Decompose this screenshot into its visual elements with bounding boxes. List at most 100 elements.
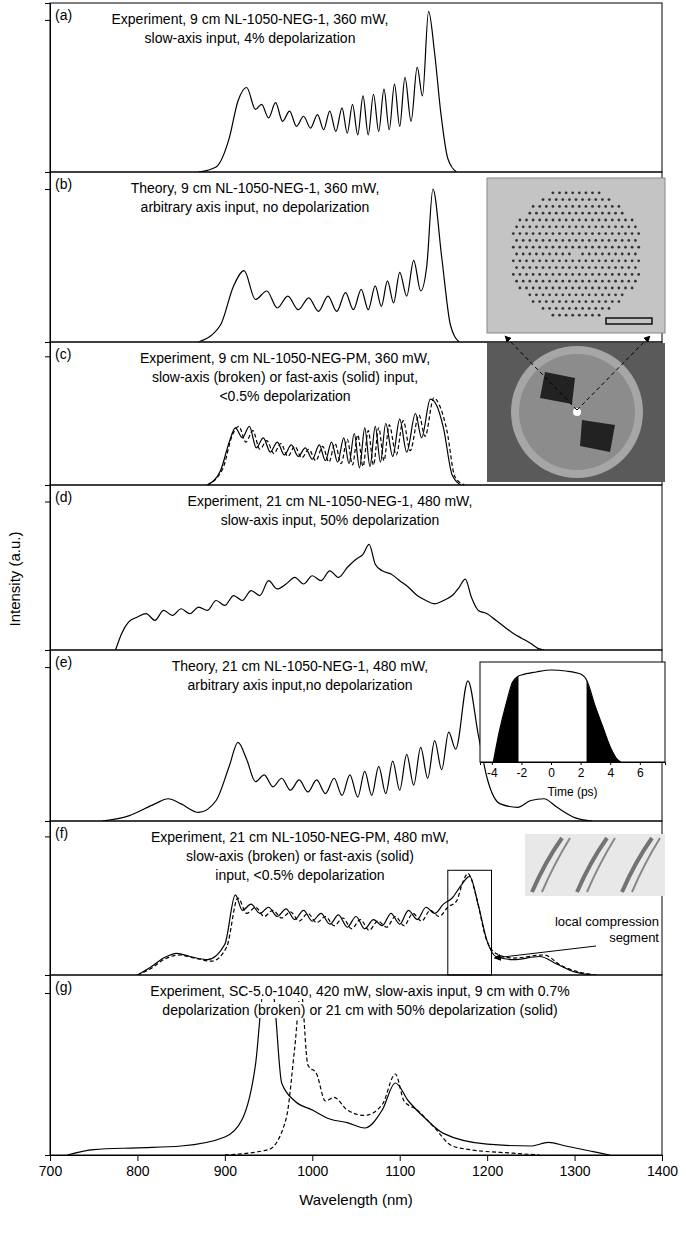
sem-hole [621,253,624,256]
sem-hole [611,300,614,303]
text-patch [160,1002,559,1018]
sem-hole [528,239,531,242]
sem-hole [585,259,588,262]
sem-hole [601,239,604,242]
sem-hole [522,253,525,256]
sem-hole [585,246,588,249]
sem-hole [568,307,571,310]
sem-hole [552,273,555,276]
sem-hole [604,219,607,222]
x-axis-line [51,1156,663,1162]
annotation-line: <0.5% depolarization [219,388,350,404]
annotation: Experiment, 9 cm NL-1050-NEG-1, 360 mW,s… [110,11,391,46]
x-tick: 1300 [559,1155,590,1179]
sem-hole [525,287,528,290]
sem-hole [532,287,535,290]
x-tick-label: 1100 [385,1163,415,1179]
streak [542,838,570,892]
sem-hole [522,280,525,283]
sem-hole [598,191,601,194]
y-axis-line [45,822,51,976]
y-tick [45,502,50,503]
sem-hole [568,293,571,296]
streak [532,838,562,892]
inset-marks [493,670,620,762]
sem-hole [532,273,535,276]
sem-hole [604,300,607,303]
sem-hole [611,273,614,276]
plot-frame [50,342,662,485]
sem-hole [591,273,594,276]
y-axis [45,486,51,651]
annotation-line: Experiment, 21 cm NL-1050-NEG-1, 480 mW, [188,493,473,509]
sem-hole [571,259,574,262]
x-tick: 900 [214,1155,238,1179]
sem-hole [601,280,604,283]
sem-hole [535,293,538,296]
inset-x-tick-label: 2 [578,766,585,780]
spectrum-line [207,398,464,485]
sem-hole [618,287,621,290]
sem-hole [578,246,581,249]
y-tick-mark [45,502,50,503]
text-patch [217,388,352,404]
sem-hole [604,232,607,235]
sem-hole [545,205,548,208]
sem-hole [588,225,591,228]
sem-hole [588,253,591,256]
sem-hole [528,225,531,228]
text-patch [213,867,386,883]
sem-hole [624,287,627,290]
sem-hole [631,273,634,276]
sem-image [487,178,665,333]
sem-hole [594,198,597,201]
sem-hole [571,219,574,222]
sem-hole [548,198,551,201]
y-axis-line [45,651,51,822]
sem-hole [598,300,601,303]
sem-hole [558,314,561,317]
text-patch [148,983,571,999]
sem-hole [591,191,594,194]
sem-hole [604,273,607,276]
sem-hole [598,314,601,317]
panel-letter: (d) [55,489,72,505]
sem-hole [552,287,555,290]
sem-hole [568,253,571,256]
sem-hole [561,212,564,215]
sem-hole [618,273,621,276]
sem-hole [591,246,594,249]
sem-hole [624,273,627,276]
sem-hole [611,232,614,235]
sem-hole [558,205,561,208]
y-tick [45,836,50,837]
fiber-image [487,343,665,482]
sem-hole [594,293,597,296]
text-patch [149,829,451,845]
sem-hole [515,266,518,269]
annotation-line: slow-axis input, 4% depolarization [145,30,356,46]
annotation: Experiment, 21 cm NL-1050-NEG-PM, 480 mW… [149,829,451,883]
zoom-arrow [577,336,650,410]
sem-hole [591,205,594,208]
sem-hole [614,253,617,256]
text-patch [139,199,372,215]
x-tick-label: 800 [126,1163,150,1179]
sem-hole [545,232,548,235]
sem-hole [608,225,611,228]
sem-hole [545,273,548,276]
sem-hole [631,259,634,262]
annotation-line: slow-axis (broken) or fast-axis (solid) [186,848,414,864]
sem-hole [598,219,601,222]
sem-hole [634,253,637,256]
sem-hole [561,280,564,283]
sem-hole [565,219,568,222]
sem-hole [581,307,584,310]
spectrum-line [493,670,620,762]
box-label: local compressionsegment [495,914,660,958]
inset-x-tick-label: 6 [637,766,644,780]
sem-hole [585,273,588,276]
sem-hole [588,293,591,296]
x-tick-label: 900 [214,1163,238,1179]
spectrum-line [67,988,609,1155]
